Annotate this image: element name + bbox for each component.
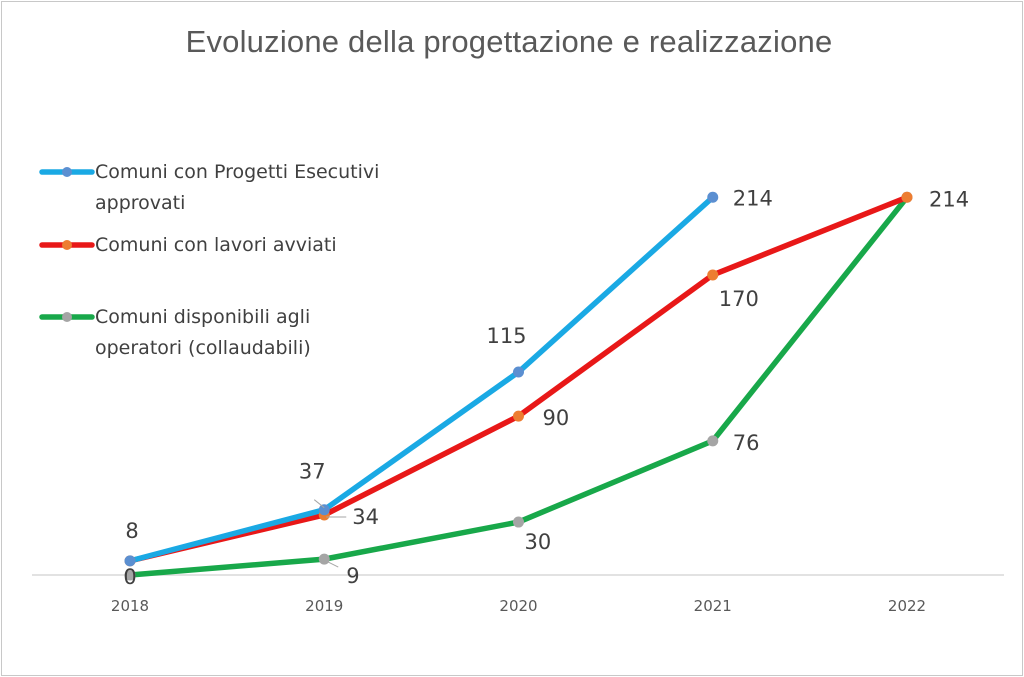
data-point [124, 555, 136, 567]
data-point [707, 191, 719, 203]
data-point [318, 553, 330, 565]
data-label: 30 [525, 530, 552, 554]
data-label: 0 [123, 565, 136, 589]
data-label: 8 [125, 519, 138, 543]
data-label: 34 [352, 505, 379, 529]
label-leader-line [313, 499, 325, 509]
x-tick-label: 2022 [888, 597, 926, 615]
legend-label: operatori (collaudabili) [95, 337, 311, 359]
data-label: 214 [929, 187, 969, 211]
data-point [124, 569, 136, 581]
data-point [318, 504, 330, 516]
data-point [707, 435, 719, 447]
data-label: 90 [543, 406, 570, 430]
chart-title: Evoluzione della progettazione e realizz… [185, 24, 833, 59]
series-line [127, 194, 716, 564]
data-label: 170 [719, 287, 759, 311]
data-point [513, 516, 524, 528]
x-tick-label: 2020 [499, 597, 537, 615]
legend-label: Comuni con lavori avviati [95, 234, 337, 256]
data-point [901, 191, 913, 203]
label-leader-line [326, 560, 339, 568]
legend-label: Comuni con Progetti Esecutivi [95, 161, 379, 183]
data-point [707, 269, 719, 281]
data-label: 115 [486, 324, 526, 348]
legend-swatch-marker [62, 312, 72, 322]
data-point [513, 366, 524, 378]
x-tick-label: 2019 [305, 597, 343, 615]
x-tick-label: 2021 [694, 597, 732, 615]
x-tick-label: 2018 [111, 597, 149, 615]
data-point [513, 410, 524, 422]
legend-label: approvati [95, 192, 185, 214]
data-label: 214 [733, 186, 773, 210]
data-label: 37 [299, 460, 326, 484]
data-label: 76 [733, 431, 760, 455]
data-label: 9 [346, 564, 359, 588]
legend-label: Comuni disponibili agli [95, 306, 310, 328]
legend-swatch-marker [62, 167, 72, 177]
legend-swatch-marker [62, 240, 72, 250]
